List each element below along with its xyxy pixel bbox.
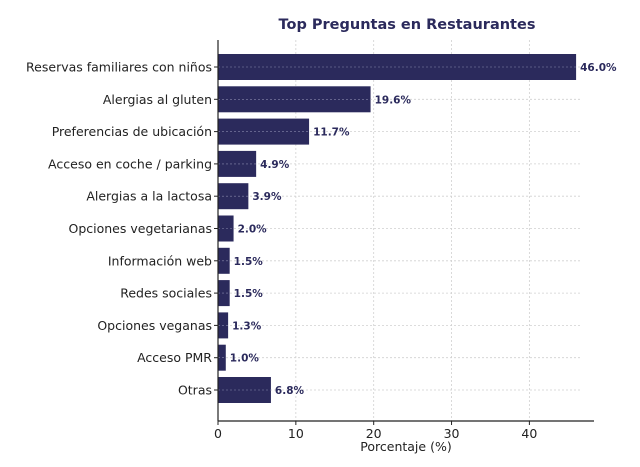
chart-title: Top Preguntas en Restaurantes [279,17,536,33]
data-label: 1.0% [230,353,260,365]
y-tick-label: Reservas familiares con niños [26,60,212,75]
x-tick-label: 20 [366,426,382,441]
x-tick-label: 10 [288,426,304,441]
data-label: 46.0% [580,62,617,74]
bar [218,215,234,242]
bar [218,150,257,177]
y-tick-label: Otras [178,383,212,398]
data-label: 1.5% [234,288,264,300]
data-label: 1.5% [234,256,264,268]
y-tick-label: Alergias a la lactosa [86,189,212,204]
data-label: 11.7% [313,127,350,139]
data-label: 19.6% [375,94,412,106]
y-tick-label: Información web [108,253,212,268]
bar [218,344,226,371]
y-tick-label: Opciones vegetarianas [68,221,212,236]
x-tick-label: 0 [214,426,222,441]
y-tick-label: Acceso PMR [137,350,212,365]
y-tick-label: Alergias al gluten [103,92,212,107]
y-tick-label: Preferencias de ubicación [52,124,212,139]
data-label: 1.3% [232,320,262,332]
y-tick-label: Redes sociales [120,286,212,301]
y-tick-label: Opciones veganas [97,318,212,333]
bar [218,54,577,80]
x-tick-label: 40 [521,426,537,441]
data-label: 2.0% [238,224,268,236]
y-tick-label: Acceso en coche / parking [48,156,212,171]
x-tick-label: 30 [444,426,460,441]
x-axis-label: Porcentaje (%) [360,439,451,454]
data-label: 6.8% [275,385,305,397]
data-label: 3.9% [252,191,282,203]
data-label: 4.9% [260,159,290,171]
